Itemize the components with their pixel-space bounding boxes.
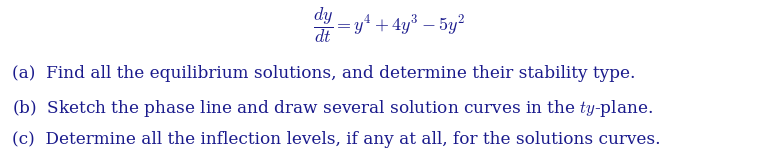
Text: (b)  Sketch the phase line and draw several solution curves in the $ty$-plane.: (b) Sketch the phase line and draw sever…: [12, 98, 653, 119]
Text: (c)  Determine all the inflection levels, if any at all, for the solutions curve: (c) Determine all the inflection levels,…: [12, 131, 661, 148]
Text: $\dfrac{dy}{dt} = y^4 + 4y^3 - 5y^2$: $\dfrac{dy}{dt} = y^4 + 4y^3 - 5y^2$: [313, 5, 466, 45]
Text: (a)  Find all the equilibrium solutions, and determine their stability type.: (a) Find all the equilibrium solutions, …: [12, 65, 635, 82]
